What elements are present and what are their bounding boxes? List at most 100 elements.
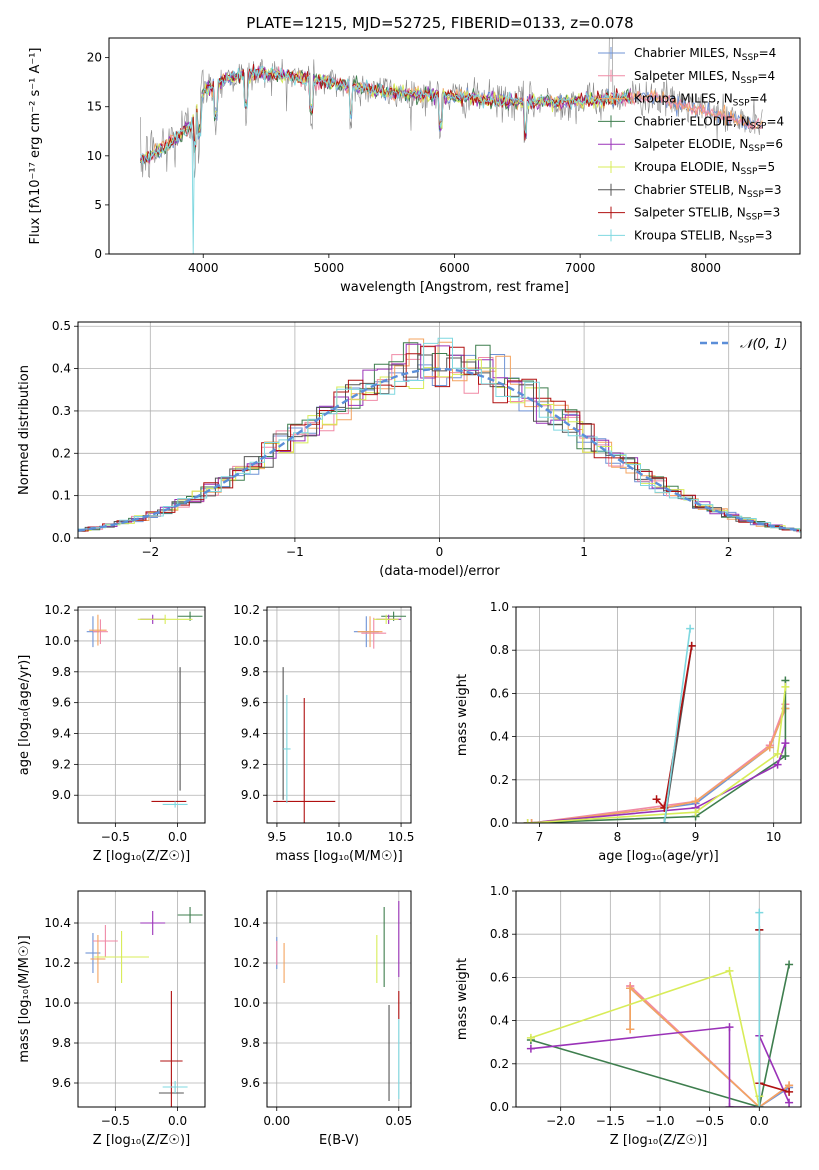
axes-frame (266, 890, 412, 1108)
legend-nssp-value: 6 (775, 137, 783, 151)
legend-nssp-subscript: SSP (738, 235, 755, 245)
weight-marker (725, 1023, 734, 1032)
y-axis-label: Normed distribution (17, 365, 32, 495)
legend-nssp-subscript: SSP (747, 190, 764, 200)
legend-nssp-subscript: SSP (741, 167, 758, 177)
plot-area-age_vs_mass (273, 611, 407, 823)
y-axis-label: Flux [fλ10⁻¹⁷ erg cm⁻² s⁻¹ A⁻¹] (28, 48, 43, 245)
legend-nssp-eq: = (764, 183, 774, 197)
y-tick-label: 5 (94, 198, 102, 212)
y-tick-label: 9.6 (241, 1076, 260, 1090)
y-tick-label: 20 (87, 51, 102, 65)
x-axis-label: E(B-V) (319, 1133, 359, 1148)
weight-line (527, 680, 787, 823)
y-tick-label: 10.0 (233, 996, 260, 1010)
gaussian-curve (78, 367, 801, 532)
y-tick-label: 0.8 (490, 643, 509, 657)
plot-area-weight_vs_age (523, 624, 790, 823)
frame-residual_hist: −2 −1 0 1 2 0.0 0.1 0.2 0.3 0.4 0.5 (data-model)/er… (17, 319, 802, 579)
legend-nssp-value: 4 (777, 114, 785, 128)
legend-nssp-eq: = (766, 114, 776, 128)
legend-nssp-subscript: SSP (733, 99, 750, 109)
y-axis-label: age [log₁₀(age/yr)] (17, 655, 32, 776)
weight-line (530, 964, 790, 1107)
legend-nssp-eq: = (763, 206, 773, 220)
y-tick-label: 9.8 (241, 1036, 260, 1050)
x-tick-label: −1.0 (645, 1114, 674, 1128)
x-tick-label: 6000 (439, 261, 470, 275)
x-tick-label: 0.05 (385, 1114, 412, 1128)
weight-marker (526, 1033, 535, 1042)
y-tick-label: 0 (94, 247, 102, 261)
x-tick-label: 1 (580, 545, 588, 559)
y-tick-label: 0.2 (490, 1057, 509, 1071)
legend-nssp-eq: = (750, 92, 760, 106)
legend-model-name: Salpeter STELIB (634, 206, 729, 220)
axes-frame (515, 890, 802, 1108)
x-tick-label: 9 (692, 830, 700, 844)
x-axis-label: Z [log₁₀(Z/Z☉)] (610, 1133, 707, 1148)
weight-marker (773, 760, 782, 769)
legend-model-name: Salpeter MILES (634, 69, 724, 83)
x-tick-label: −1 (286, 545, 304, 559)
weight-marker (660, 819, 669, 823)
axes-frame (77, 890, 206, 1108)
y-tick-label: 10.2 (44, 603, 71, 617)
y-tick-label: 10.4 (44, 916, 71, 930)
weight-marker (785, 960, 794, 969)
legend-label: Salpeter ELODIE, NSSP=6 (634, 137, 783, 154)
legend-nssp-value: 3 (774, 183, 782, 197)
weight-marker (773, 749, 782, 758)
y-tick-label: 0.3 (52, 404, 71, 418)
legend-label: Chabrier MILES, NSSP=4 (634, 46, 776, 63)
axes-age_vs_Z (78, 607, 205, 823)
weight-marker (725, 1103, 734, 1107)
x-tick-label: −2.0 (546, 1114, 575, 1128)
x-tick-label: 7 (536, 830, 544, 844)
legend-nssp-value: 3 (765, 228, 773, 242)
legend-nssp-prefix: , N (730, 183, 747, 197)
legend-model-name: Kroupa STELIB (634, 228, 721, 242)
legend-nssp-value: 5 (767, 160, 775, 174)
axes-weight_vs_Z (516, 890, 801, 1108)
weight-line (527, 742, 787, 823)
weight-line (527, 686, 787, 823)
y-tick-label: 0.2 (52, 446, 71, 460)
figure-title: PLATE=1215, MJD=52725, FIBERID=0133, z=0… (246, 14, 633, 32)
x-tick-label: 10.5 (388, 830, 415, 844)
weight-line (530, 1026, 790, 1107)
x-axis-label: Z [log₁₀(Z/Z☉)] (93, 849, 190, 864)
y-tick-label: 1.0 (490, 600, 509, 614)
y-tick-label: 0.6 (490, 970, 509, 984)
weight-marker (765, 743, 774, 752)
y-tick-label: 0.2 (490, 773, 509, 787)
y-tick-label: 0.6 (490, 686, 509, 700)
legend-nssp-eq: = (757, 160, 767, 174)
y-tick-label: 0.4 (52, 362, 71, 376)
legend-nssp-value: 4 (767, 69, 775, 83)
legend-nssp-prefix: , N (721, 228, 738, 242)
histogram-legend: 𝒩(0, 1) (700, 337, 787, 352)
legend-nssp-subscript: SSP (748, 144, 765, 154)
y-tick-label: 9.8 (52, 1036, 71, 1050)
y-tick-label: 10.4 (233, 916, 260, 930)
x-tick-label: 0.00 (263, 1114, 290, 1128)
weight-marker (785, 1098, 794, 1107)
y-tick-label: 15 (87, 100, 102, 114)
x-axis-label: age [log₁₀(age/yr)] (598, 849, 719, 864)
legend-nssp-value: 4 (769, 46, 777, 60)
x-tick-label: 2 (725, 545, 733, 559)
y-tick-label: 10.2 (233, 603, 260, 617)
legend-label: Chabrier STELIB, NSSP=3 (634, 183, 782, 200)
weight-marker (781, 739, 790, 748)
weight-line (530, 969, 761, 1107)
x-tick-label: −2 (141, 545, 159, 559)
x-tick-label: −1.5 (596, 1114, 625, 1128)
frame-weight_vs_Z: −2.0 −1.5 −1.0 −0.5 0.0 0.0 0.2 0.4 0.6 0.8 1.0 Z [… (455, 884, 802, 1148)
frame-age_vs_Z: −0.5 0.0 9.0 9.2 9.4 9.6 9.8 10.0 10.2 Z [log₁₀(Z… (17, 603, 206, 864)
weight-marker (781, 682, 790, 691)
y-tick-label: 0.0 (490, 1100, 509, 1114)
weight-marker (527, 819, 536, 823)
